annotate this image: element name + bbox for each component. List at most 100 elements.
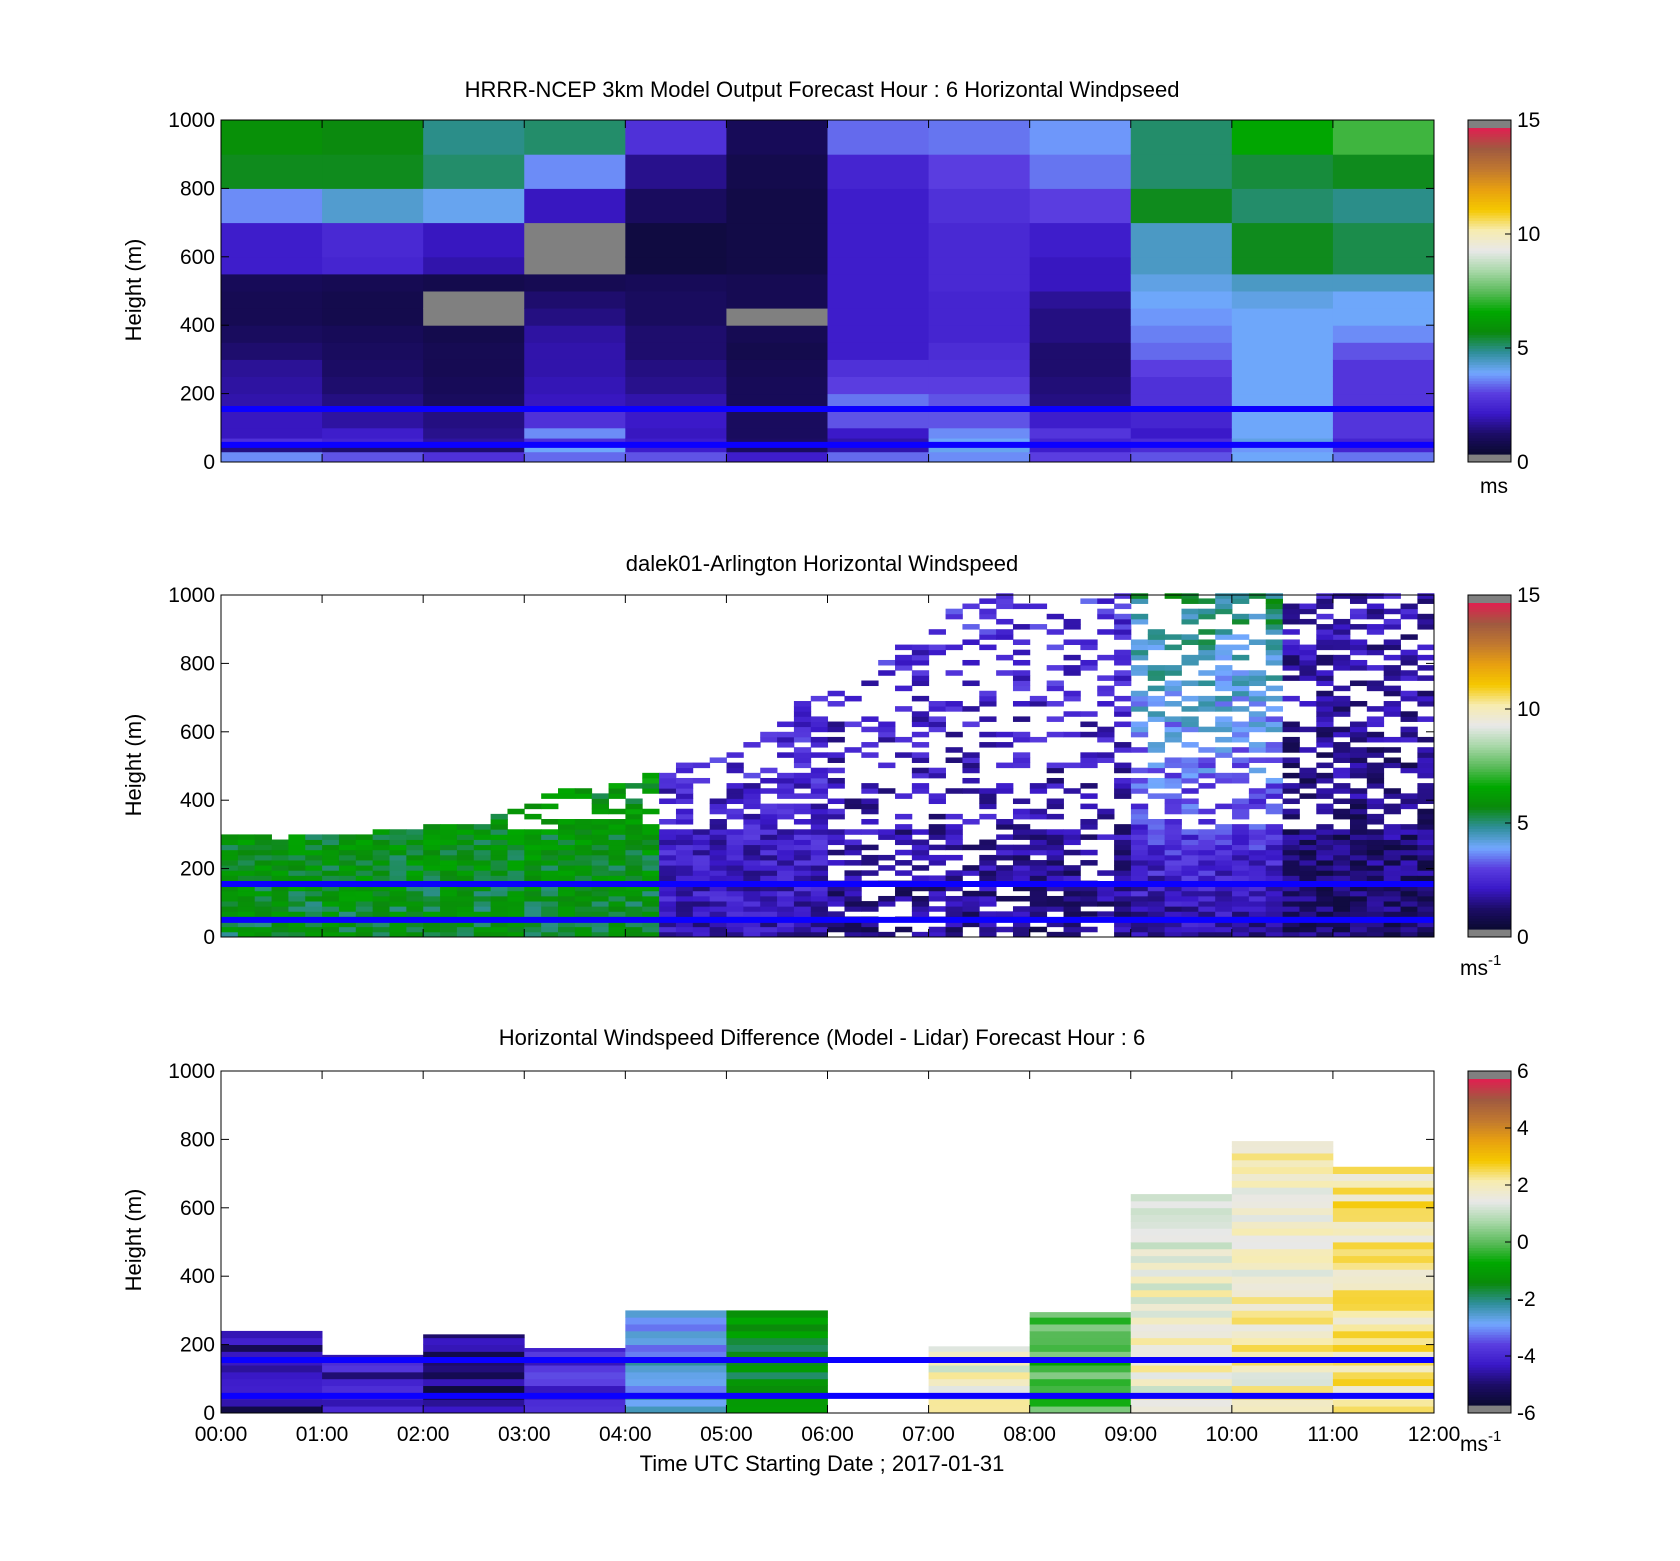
lidar-cell <box>237 870 256 876</box>
lidar-cell <box>642 788 660 794</box>
lidar-cell <box>1080 901 1098 907</box>
model-cell <box>625 154 727 189</box>
lidar-cell <box>288 901 306 907</box>
colorbar-swatch <box>1468 291 1511 295</box>
colorbar-swatch <box>1468 1258 1511 1262</box>
difference-cell <box>322 1406 424 1414</box>
lidar-cell <box>1417 813 1435 820</box>
lidar-cell <box>1046 865 1064 871</box>
lidar-cell <box>793 890 812 897</box>
lidar-cell <box>423 839 441 846</box>
colorbar-swatch <box>1468 271 1511 276</box>
lidar-cell <box>1147 665 1166 671</box>
model-cell <box>726 410 828 429</box>
lidar-cell <box>541 931 559 938</box>
model-cell <box>928 444 1031 453</box>
lidar-cell <box>793 783 812 789</box>
colorbar-swatch <box>1468 144 1511 148</box>
colorbar-swatch <box>1468 1372 1511 1376</box>
lidar-cell <box>1400 731 1418 738</box>
lidar-cell <box>1130 726 1149 733</box>
lidar-cell <box>911 654 930 661</box>
colorbar-swatch <box>1468 1290 1511 1295</box>
model-cell <box>1130 342 1233 360</box>
colorbar-swatch <box>1468 616 1511 620</box>
colorbar-swatch <box>1468 337 1511 341</box>
x-tick-label: 07:00 <box>902 1423 955 1446</box>
colorbar-swatch <box>1468 790 1511 794</box>
model-cell <box>524 410 626 429</box>
difference-cell <box>524 1348 626 1352</box>
lidar-cell <box>743 865 761 871</box>
lidar-cell <box>793 762 812 769</box>
lidar-cell <box>1248 890 1267 897</box>
lidar-cell <box>271 844 289 851</box>
lidar-cell <box>1349 803 1368 810</box>
lidar-cell <box>1248 911 1267 917</box>
lidar-cell <box>1029 701 1048 707</box>
lidar-cell <box>760 834 778 840</box>
lidar-cell <box>473 921 492 928</box>
lidar-cell <box>878 788 896 794</box>
lidar-cell <box>996 618 1014 625</box>
lidar-cell <box>675 921 694 928</box>
lidar-cell <box>1097 901 1115 907</box>
colorbar-swatch <box>1468 263 1511 268</box>
lidar-cell <box>541 870 559 876</box>
lidar-cell <box>996 819 1014 825</box>
lidar-cell <box>305 844 323 851</box>
lidar-cell <box>1063 731 1081 738</box>
lidar-cell <box>1366 747 1385 753</box>
model-cell <box>928 451 1031 463</box>
lidar-cell <box>793 731 812 738</box>
lidar-cell <box>945 844 963 851</box>
lidar-cell <box>1164 819 1182 825</box>
colorbar-swatch <box>1468 698 1511 702</box>
lidar-cell <box>1147 634 1166 640</box>
colorbar-swatch <box>1468 418 1511 422</box>
lidar-cell <box>1349 644 1368 651</box>
lidar-cell <box>1383 747 1401 753</box>
colorbar-tick-label: -4 <box>1517 1345 1536 1368</box>
lidar-cell <box>1299 701 1317 707</box>
lidar-cell <box>1349 885 1368 892</box>
lidar-cell <box>338 834 357 840</box>
lidar-cell <box>558 788 576 794</box>
lidar-cell <box>1181 608 1199 615</box>
lidar-cell <box>389 854 407 861</box>
model-cell <box>423 342 525 360</box>
lidar-cell <box>440 875 458 881</box>
model-cell <box>221 342 323 360</box>
model-cell <box>1231 154 1334 189</box>
colorbar-swatch <box>1468 1127 1511 1132</box>
lidar-cell <box>1383 711 1401 717</box>
lidar-cell <box>221 931 239 938</box>
difference-cell <box>1332 1324 1435 1332</box>
lidar-cell <box>911 659 930 666</box>
lidar-cell <box>591 808 609 815</box>
lidar-cell <box>1316 711 1334 717</box>
model-cell <box>1130 325 1233 343</box>
lidar-cell <box>895 654 913 661</box>
lidar-cell <box>827 834 845 840</box>
lidar-cell <box>777 854 795 861</box>
lidar-cell <box>675 860 694 866</box>
colorbar-swatch <box>1468 779 1511 783</box>
difference-cell <box>625 1330 727 1339</box>
colorbar-swatch <box>1468 1106 1511 1110</box>
lidar-cell <box>675 808 694 815</box>
lidar-cell <box>574 834 593 840</box>
lidar-cell <box>1383 757 1401 763</box>
lidar-cell <box>1248 870 1267 876</box>
lidar-cell <box>1063 670 1081 676</box>
lidar-cell <box>1080 824 1098 830</box>
lidar-cell <box>642 890 660 897</box>
lidar-cell <box>524 926 542 933</box>
lidar-cell <box>423 824 441 830</box>
lidar-cell <box>760 777 778 784</box>
lidar-cell <box>591 860 609 866</box>
difference-cell <box>1332 1242 1435 1250</box>
lidar-cell <box>996 593 1014 599</box>
lidar-cell <box>1181 788 1199 794</box>
lidar-cell <box>1316 931 1334 938</box>
